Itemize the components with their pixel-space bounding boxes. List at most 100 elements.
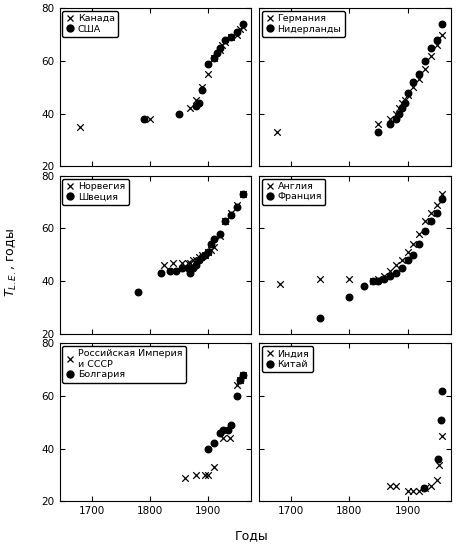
Point (166, 266, 174, 275)
Point (202, 471, 209, 480)
Point (233, 392, 240, 401)
Point (273, 128, 280, 136)
Legend: Индия, Китай: Индия, Китай (262, 346, 313, 372)
Point (415, 70, 423, 78)
Point (421, 484, 428, 493)
Point (228, 211, 235, 220)
Point (427, 216, 435, 225)
Point (427, 208, 435, 217)
Point (387, 115, 394, 123)
Point (398, 104, 405, 113)
Point (439, 190, 446, 198)
Point (196, 256, 203, 265)
Point (210, 243, 218, 252)
Point (192, 96, 200, 105)
Point (169, 258, 177, 267)
Point (387, 266, 394, 275)
Point (207, 240, 214, 249)
Point (198, 83, 206, 92)
Point (187, 104, 194, 113)
Point (395, 104, 403, 113)
Point (196, 253, 203, 262)
Point (346, 293, 353, 301)
Point (222, 38, 229, 47)
Point (228, 33, 235, 42)
Point (398, 264, 405, 272)
Point (433, 201, 440, 209)
Point (381, 274, 388, 283)
Point (236, 25, 244, 33)
Text: $T_{L.E.}$, годы: $T_{L.E.}$, годы (4, 229, 19, 298)
Point (401, 96, 408, 105)
Text: Годы: Годы (235, 529, 269, 543)
Point (236, 376, 244, 385)
Point (427, 52, 435, 60)
Point (433, 208, 440, 217)
Point (375, 128, 382, 136)
Point (398, 99, 405, 107)
Point (421, 216, 429, 225)
Point (427, 43, 435, 52)
Point (439, 20, 446, 28)
Point (202, 250, 209, 259)
Point (439, 386, 446, 395)
Point (233, 203, 240, 212)
Point (219, 41, 226, 49)
Point (178, 258, 185, 267)
Point (233, 30, 240, 39)
Point (184, 264, 191, 272)
Point (404, 248, 411, 256)
Point (409, 487, 417, 495)
Point (404, 91, 411, 100)
Point (222, 216, 229, 225)
Point (439, 431, 446, 440)
Point (381, 271, 388, 280)
Point (436, 460, 443, 469)
Point (204, 70, 212, 78)
Point (216, 43, 223, 52)
Legend: Англия, Франция: Англия, Франция (262, 179, 325, 204)
Point (375, 120, 382, 129)
Point (421, 56, 429, 65)
Point (192, 261, 200, 270)
Point (404, 487, 411, 495)
Point (198, 250, 206, 259)
Point (360, 282, 367, 291)
Point (204, 471, 212, 480)
Point (387, 271, 394, 280)
Point (222, 216, 229, 225)
Point (233, 201, 240, 209)
Point (210, 54, 218, 62)
Point (219, 426, 227, 435)
Point (202, 250, 209, 259)
Point (187, 269, 194, 278)
Point (158, 269, 165, 278)
Point (213, 49, 220, 58)
Point (369, 277, 376, 286)
Point (178, 264, 185, 272)
Point (146, 115, 153, 123)
Point (415, 230, 423, 238)
Point (435, 455, 442, 464)
Point (415, 75, 423, 84)
Legend: Российская Империя
и СССР, Болгария: Российская Империя и СССР, Болгария (62, 346, 186, 383)
Point (204, 248, 212, 256)
Point (233, 27, 240, 36)
Point (439, 30, 446, 39)
Point (316, 274, 324, 283)
Point (409, 83, 417, 92)
Point (392, 109, 399, 118)
Point (228, 33, 235, 42)
Point (210, 235, 218, 243)
Point (387, 481, 394, 490)
Point (316, 313, 324, 322)
Point (415, 240, 423, 249)
Point (181, 473, 188, 482)
Point (392, 261, 399, 270)
Point (204, 444, 212, 453)
Point (401, 99, 408, 107)
Point (175, 109, 182, 118)
Point (409, 240, 417, 249)
Point (395, 109, 403, 118)
Point (404, 256, 411, 265)
